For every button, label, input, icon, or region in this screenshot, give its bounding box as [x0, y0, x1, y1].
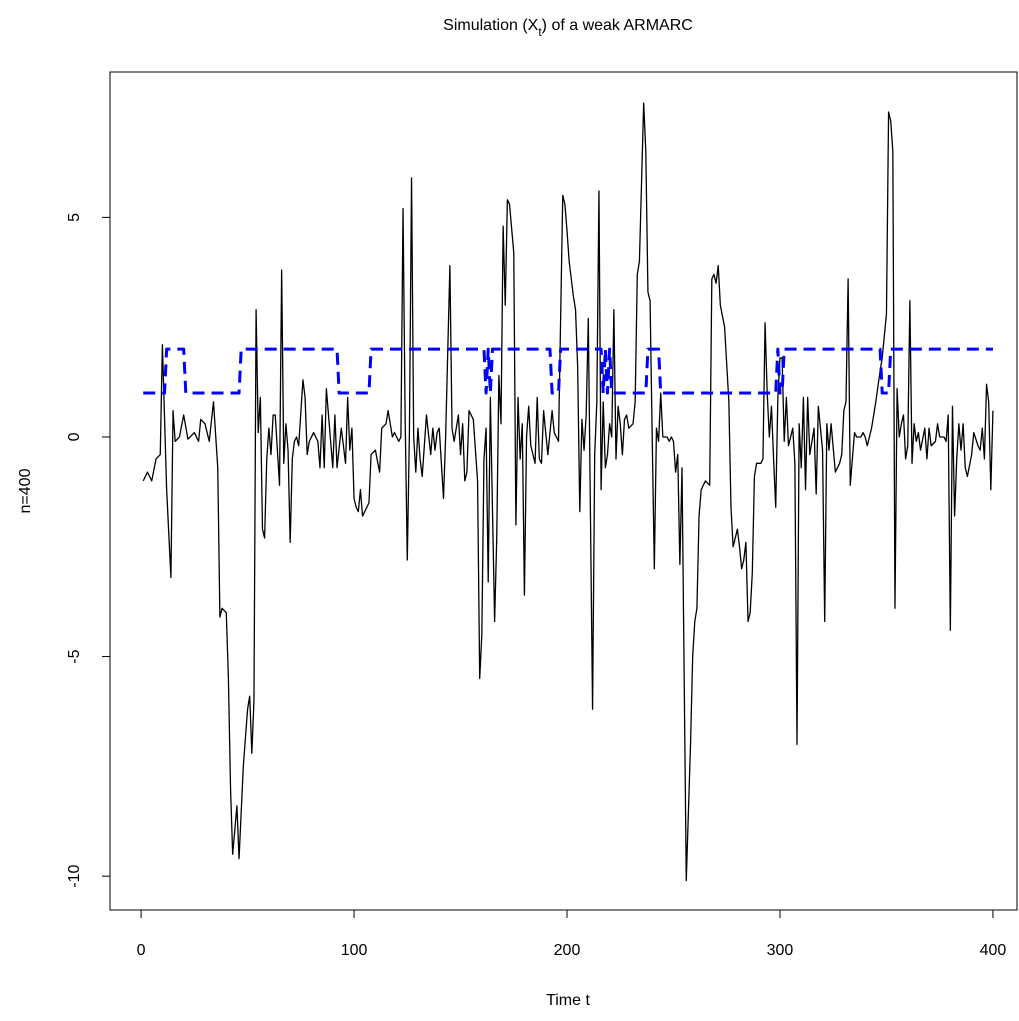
series-line: [142, 102, 994, 882]
title-part: ) of a weak ARMARC: [542, 17, 693, 34]
title-subscript: t: [538, 25, 542, 39]
x-tick-label: 100: [341, 942, 368, 959]
chart-title: Simulation (Xt) of a weak ARMARC: [443, 17, 693, 39]
x-tick-label: 300: [767, 942, 794, 959]
x-tick-label: 400: [980, 942, 1007, 959]
x-tick-label: 0: [137, 942, 146, 959]
title-part: Simulation (X: [443, 17, 538, 34]
y-tick-label: -10: [66, 865, 83, 888]
y-axis-label: n=400: [17, 468, 34, 513]
x-tick-label: 200: [554, 942, 581, 959]
y-tick-label: 0: [66, 432, 83, 441]
y-tick-label: 5: [66, 213, 83, 222]
regime-line: [143, 347, 993, 395]
x-axis-label: Time t: [546, 992, 590, 1009]
y-tick-label: -5: [66, 649, 83, 663]
